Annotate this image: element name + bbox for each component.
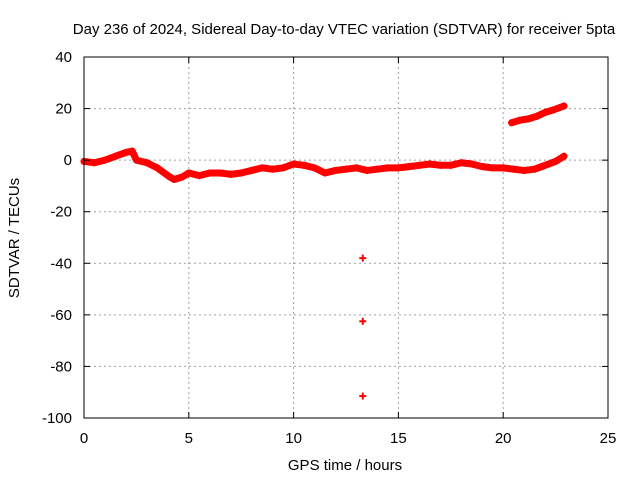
upper-trace-point [508,119,516,127]
y-tick-label: 20 [55,101,72,118]
main-trace-point [510,165,518,173]
y-tick-label: -60 [50,307,72,324]
main-trace-point [363,166,371,174]
outliers-point [359,392,367,400]
main-trace-point [457,159,465,167]
main-trace-point [373,165,381,173]
main-trace-point [447,161,455,169]
main-trace-point [128,147,136,155]
x-tick-label: 5 [185,430,193,447]
main-trace-point [394,164,402,172]
x-tick-label: 15 [390,430,407,447]
main-trace-point [352,164,360,172]
y-axis-label: SDTVAR / TECUs [6,178,23,298]
main-trace-point [321,169,329,177]
main-trace-point [332,166,340,174]
main-trace-point [269,165,277,173]
main-trace-point [478,163,486,171]
main-trace-point [111,152,119,160]
main-trace-point [311,164,319,172]
main-trace-point [531,165,539,173]
main-trace-point [170,175,178,183]
outliers-point [359,317,367,325]
main-trace-point [164,172,172,180]
main-trace-point [216,169,224,177]
y-tick-label: 40 [55,49,72,66]
main-trace-point [122,148,130,156]
x-tick-label: 25 [600,430,617,447]
main-trace-point [468,160,476,168]
upper-trace-point [560,102,568,110]
main-trace-point [143,159,151,167]
y-tick-label: -20 [50,204,72,221]
main-trace-point [179,173,187,181]
main-trace-point [227,170,235,178]
upper-trace-point [541,108,549,116]
main-trace-point [499,164,507,172]
main-trace-point [279,164,287,172]
grid-lines [84,57,608,418]
main-trace-point [426,160,434,168]
main-trace-point [300,161,308,169]
main-trace-point [206,169,214,177]
main-trace-point [384,164,392,172]
main-trace-point [258,164,266,172]
main-trace-point [132,156,140,164]
main-trace-point [552,157,560,165]
upper-trace-point [524,115,532,123]
main-trace-point [290,160,298,168]
y-tick-label: 0 [64,152,72,169]
x-tick-label: 0 [80,430,88,447]
chart-title: Day 236 of 2024, Sidereal Day-to-day VTE… [73,21,616,38]
main-trace-point [101,156,109,164]
upper-trace-point [533,112,541,120]
main-trace-point [90,159,98,167]
main-trace-point [520,166,528,174]
main-trace-point [541,161,549,169]
y-tick-label: -100 [42,410,72,427]
plot-area-frame [83,56,609,419]
main-trace-point [153,164,161,172]
outliers-point [359,254,367,262]
data-points [80,102,568,400]
main-trace-point [436,161,444,169]
axis-ticks: 0 5 10 15 20 25 -100 -80 -60 -40 -20 0 20 40 [42,49,616,447]
main-trace-point [405,163,413,171]
main-trace-point [237,169,245,177]
x-tick-label: 10 [285,430,302,447]
main-trace-point [342,165,350,173]
main-trace-point [195,172,203,180]
main-trace-point [248,166,256,174]
upper-trace-point [516,116,524,124]
x-tick-label: 20 [495,430,512,447]
main-trace-point [560,152,568,160]
x-axis-label: GPS time / hours [288,457,402,474]
main-trace-point [489,164,497,172]
main-trace-point [185,169,193,177]
y-tick-label: -80 [50,358,72,375]
y-tick-label: -40 [50,255,72,272]
main-trace-point [415,161,423,169]
upper-trace-point [550,106,558,114]
